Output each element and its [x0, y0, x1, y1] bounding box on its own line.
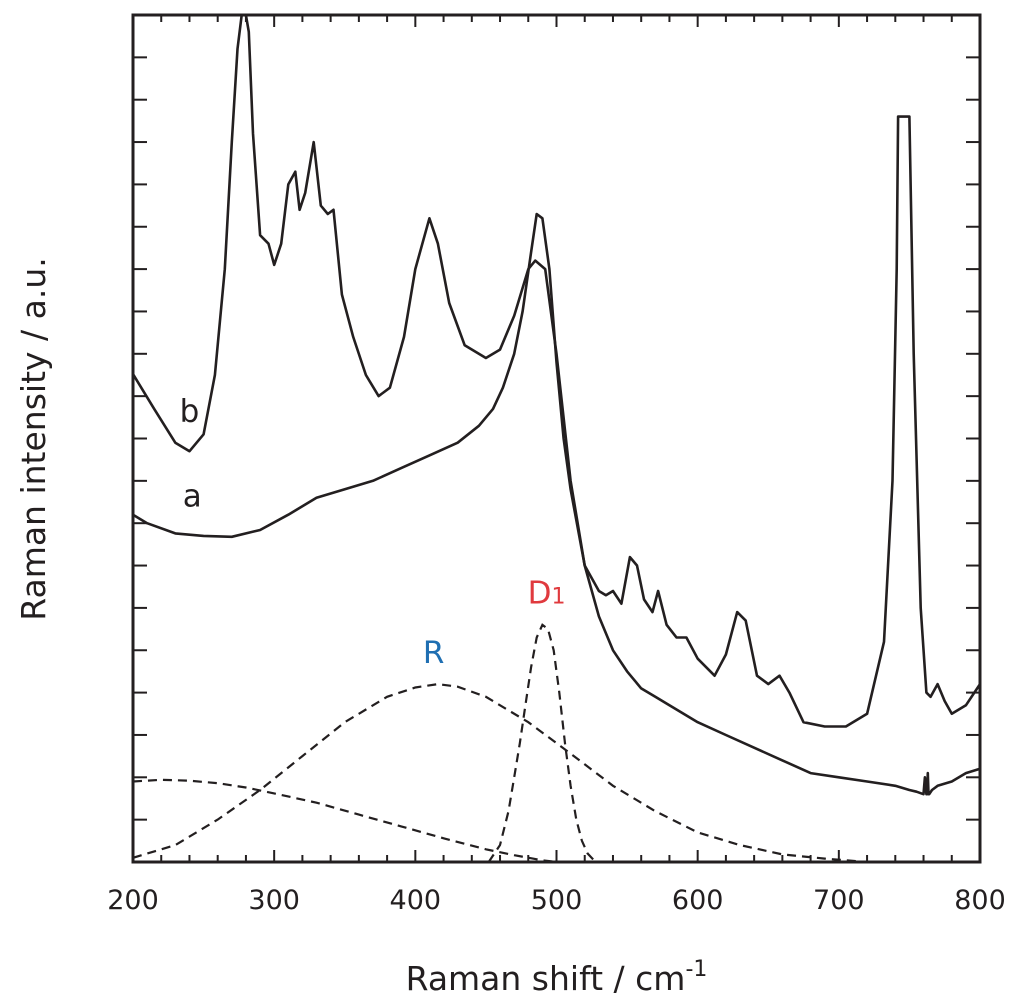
x-axis-label-text: Raman shift / cm [406, 959, 686, 998]
x-tick-label: 500 [531, 885, 583, 916]
annotation-label-b: b [180, 394, 200, 430]
x-tick-label: 300 [248, 885, 300, 916]
x-tick-label: 700 [813, 885, 865, 916]
series-group [133, 15, 980, 862]
x-axis-label-superscript: -1 [685, 957, 707, 982]
x-tick-label: 200 [107, 885, 159, 916]
series-a-line [133, 212, 980, 796]
series-baseline-line [133, 778, 557, 862]
plot-frame [131, 13, 982, 864]
annotation-text: b [180, 394, 200, 430]
annotation-group: b a R D1 [180, 394, 566, 671]
x-tick-label: 800 [954, 885, 1006, 916]
series-d1-line [487, 623, 600, 862]
x-tick-label: 600 [672, 885, 724, 916]
series-r-line [133, 682, 868, 862]
annotation-text: D [528, 576, 552, 612]
x-tick-labels: 200 300 400 500 600 700 800 [107, 885, 1006, 916]
annotation-label-a: a [183, 478, 202, 514]
annotation-text: R [423, 635, 445, 671]
annotation-label-d: D1 [528, 576, 566, 612]
x-axis-label: Raman shift / cm-1 [406, 957, 708, 998]
y-axis-label: Raman intensity / a.u. [14, 257, 53, 620]
annotation-text: a [183, 478, 202, 514]
annotation-label-r: R [423, 635, 445, 671]
annotation-subscript: 1 [552, 585, 566, 610]
x-tick-label: 400 [390, 885, 442, 916]
